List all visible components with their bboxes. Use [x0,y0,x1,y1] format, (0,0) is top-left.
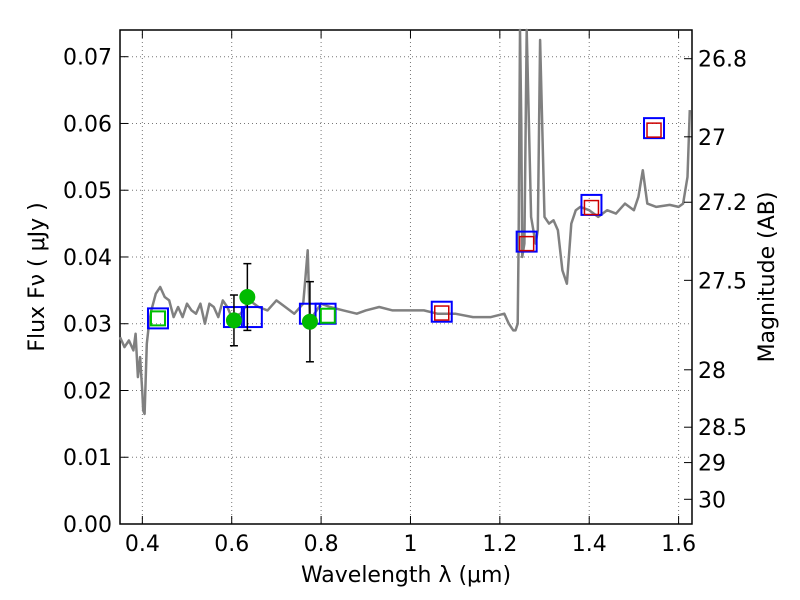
right-tick-label: 29 [698,452,726,477]
x-tick-label: 1 [403,532,417,557]
y-tick-label: 0.04 [63,246,112,271]
blue-square-marker [515,230,538,253]
right-axis-label: Magnitude (AB) [755,192,780,363]
y-tick-label: 0.00 [63,513,112,538]
grid [120,30,692,524]
red-square-marker [583,199,600,216]
red-square-marker [434,305,450,321]
right-tick-label: 28.5 [698,416,747,441]
blue-square-marker [240,306,263,329]
green-square-marker [319,307,336,324]
y-tick-label: 0.03 [63,313,112,338]
y-tick-label: 0.05 [63,179,112,204]
right-tick-label: 30 [698,488,726,513]
x-axis-ticks: 0.4 0.6 0.8 1 1.2 1.4 1.6 [125,30,696,557]
green-square-marker [149,310,166,327]
blue-square-marker [146,307,169,330]
data-point [225,312,242,329]
right-tick-label: 26.8 [698,48,747,73]
x-tick-label: 1.4 [572,532,607,557]
blue-square-marker [643,117,666,140]
y-axis-ticks: 0.00 0.01 0.02 0.03 0.04 0.05 0.06 0.07 [63,46,128,538]
y-tick-label: 0.07 [63,46,112,71]
x-axis-label: Wavelength λ (μm) [301,563,511,588]
right-tick-label: 28 [698,359,726,384]
y-axis-label: Flux Fν ( μJy ) [25,202,50,351]
data-point [301,313,318,330]
y-tick-label: 0.01 [63,446,112,471]
blue-square-marker [430,300,453,323]
sed-line [118,28,692,416]
y-tick-label: 0.02 [63,379,112,404]
x-tick-label: 1.6 [661,532,696,557]
sed-line-group [118,28,692,416]
red-square-marker [518,235,535,252]
x-tick-label: 0.4 [125,532,160,557]
x-tick-label: 1.2 [482,532,517,557]
plot-frame [119,29,693,525]
x-tick-label: 0.6 [214,532,249,557]
right-axis-ticks: 26.8 27 27.2 27.5 28 28.5 29 30 [684,48,747,513]
y-tick-label: 0.06 [63,112,112,137]
markers-group [146,117,666,363]
red-square-marker [646,122,662,138]
right-tick-label: 27.2 [698,191,747,216]
x-tick-label: 0.8 [304,532,339,557]
right-tick-label: 27.5 [698,269,747,294]
right-tick-label: 27 [698,126,726,151]
data-point [239,289,256,306]
